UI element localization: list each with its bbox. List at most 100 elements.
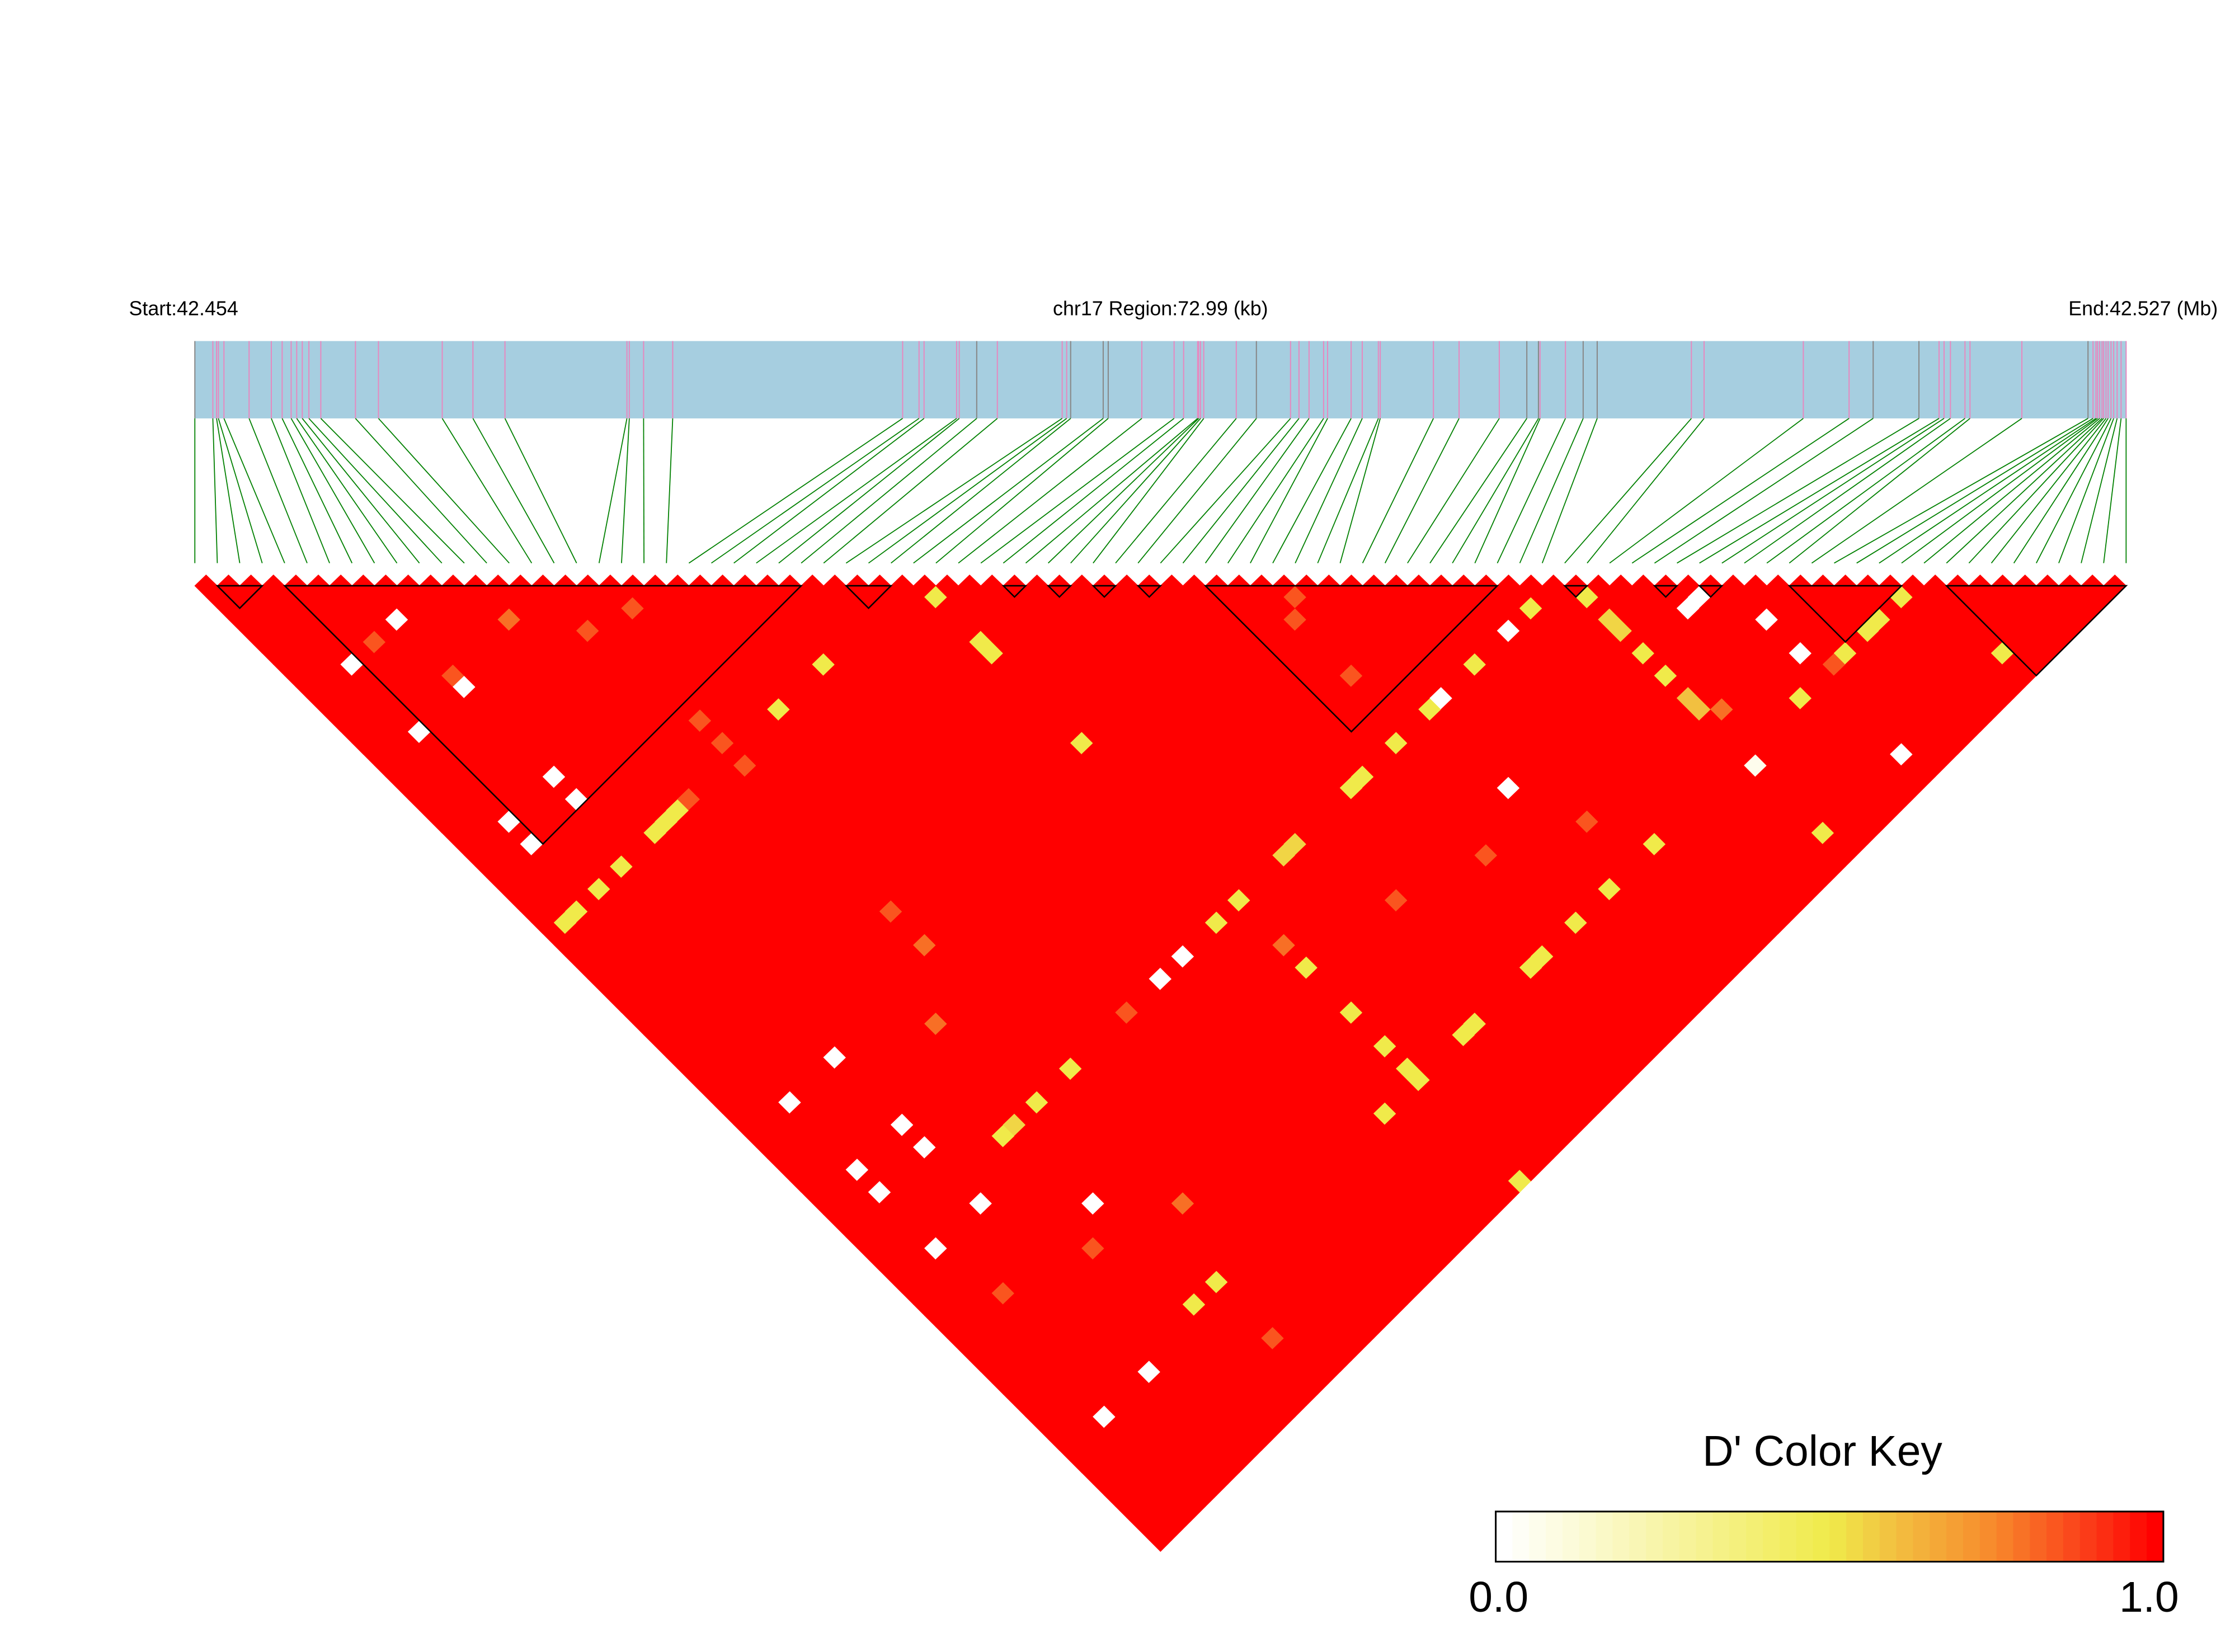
color-key-swatch: [1913, 1511, 1931, 1562]
ld-cell: [913, 575, 937, 597]
snp-connector-line: [1677, 418, 1919, 564]
snp-connector-line: [1429, 418, 1527, 564]
snp-connector-line: [598, 418, 628, 563]
region-bar: [195, 341, 2126, 418]
ld-cell: [1519, 575, 1543, 597]
snp-connector-line: [688, 418, 903, 564]
snp-connector-line: [223, 418, 285, 563]
snp-connector-line: [281, 418, 353, 563]
snp-connector-line: [1564, 418, 1692, 564]
ld-cell: [1070, 575, 1094, 597]
color-key-swatch: [1495, 1511, 1513, 1562]
color-key-swatch: [1813, 1511, 1831, 1562]
ld-block-outline: [1203, 585, 1499, 733]
ld-block-outline: [1653, 585, 1679, 598]
ld-block-outline: [215, 585, 264, 609]
color-key-swatch: [1529, 1511, 1546, 1562]
ld-cell: [935, 575, 959, 597]
color-key-swatch: [2063, 1511, 2081, 1562]
snp-connector-line: [308, 418, 443, 564]
color-key-swatch: [1712, 1511, 1730, 1562]
snp-connector-line: [1384, 418, 1460, 563]
snp-connector-line: [1923, 418, 2100, 564]
snp-connector-line: [1856, 418, 2093, 564]
ld-cell: [261, 575, 285, 597]
ld-block-outline: [1136, 585, 1163, 598]
snp-connector-line: [1339, 418, 1381, 563]
snp-connector-line: [378, 418, 510, 564]
color-key-swatch: [1963, 1511, 1980, 1562]
snp-connector-line: [1182, 418, 1300, 564]
snp-connector-line: [2058, 418, 2114, 563]
snp-connector-line: [823, 418, 998, 564]
snp-connector-line: [248, 418, 308, 563]
snp-connector-line: [621, 418, 630, 563]
ld-cell: [1497, 575, 1521, 597]
color-key-swatch: [1579, 1511, 1597, 1562]
color-key-swatch: [1746, 1511, 1763, 1562]
snp-connector-line: [1631, 418, 1850, 564]
ld-block-outline: [1945, 585, 2128, 677]
snp-connector-line: [2103, 418, 2122, 563]
color-key-swatch: [1596, 1511, 1613, 1562]
ld-cell: [1676, 575, 1700, 597]
snp-connector-line: [290, 418, 375, 564]
color-key-swatch: [1629, 1511, 1646, 1562]
snp-connector-line: [845, 418, 1063, 564]
ld-cell: [801, 575, 824, 597]
color-key-border: [1495, 1510, 2165, 1563]
snp-connector-line: [1766, 418, 1965, 564]
ld-block-outline: [1697, 585, 1724, 598]
color-key-max-label: 1.0: [2119, 1573, 2179, 1621]
color-key-swatch: [1546, 1511, 1563, 1562]
color-key-swatch: [2013, 1511, 2031, 1562]
snp-connector-line: [1699, 418, 1940, 564]
snp-connector-line: [504, 418, 577, 563]
snp-connector-line: [1834, 418, 2088, 564]
snp-connector-line: [2013, 418, 2109, 564]
snp-connector-line: [1452, 418, 1539, 564]
color-key-swatch: [2113, 1511, 2131, 1562]
color-key-swatch: [1779, 1511, 1797, 1562]
snp-connector-line: [1946, 418, 2102, 564]
snp-connector-line: [2036, 418, 2112, 563]
ld-cell: [1541, 575, 1565, 597]
color-key-swatch: [1696, 1511, 1714, 1562]
snp-connector-line: [1093, 418, 1204, 564]
snp-connector-line: [1879, 418, 2096, 564]
snp-connector-line: [868, 418, 1067, 564]
color-key-swatch: [1930, 1511, 1947, 1562]
snp-connector-line: [958, 418, 1142, 564]
snp-connector-line: [1744, 418, 1951, 564]
snp-connector-line: [1048, 418, 1199, 564]
snp-connector-line: [441, 418, 533, 564]
snp-connector-line: [1519, 418, 1584, 563]
color-key-swatch: [2147, 1511, 2164, 1562]
snp-connector-line: [212, 418, 218, 563]
snp-connector-line: [1295, 418, 1363, 563]
color-key-swatch: [1562, 1511, 1580, 1562]
ld-cell: [1631, 575, 1655, 597]
snp-connector-line: [1137, 418, 1257, 564]
ld-block-outline: [1091, 585, 1118, 598]
ld-cell: [1160, 575, 1184, 597]
snp-connector-line: [1250, 418, 1328, 563]
color-key-swatch: [1662, 1511, 1680, 1562]
snp-connector-line: [733, 418, 925, 564]
snp-connector-line: [2081, 418, 2118, 563]
ld-block-outline: [1787, 585, 1904, 643]
snp-connector-line: [666, 418, 674, 563]
snp-connector-line: [1968, 418, 2104, 564]
snp-connector-line: [1654, 418, 1874, 564]
color-key-swatch: [1679, 1511, 1697, 1562]
color-key-swatch: [1646, 1511, 1663, 1562]
snp-connector-line: [1991, 418, 2107, 564]
snp-connector-line: [891, 418, 1071, 564]
snp-connector-line: [1541, 418, 1598, 563]
color-key-swatch: [1896, 1511, 1914, 1562]
snp-connector-line: [1272, 418, 1352, 564]
snp-connector-line: [1901, 418, 2098, 564]
ld-cell: [1182, 575, 1206, 597]
ld-cell: [958, 575, 981, 597]
snp-connector-line: [320, 418, 465, 564]
